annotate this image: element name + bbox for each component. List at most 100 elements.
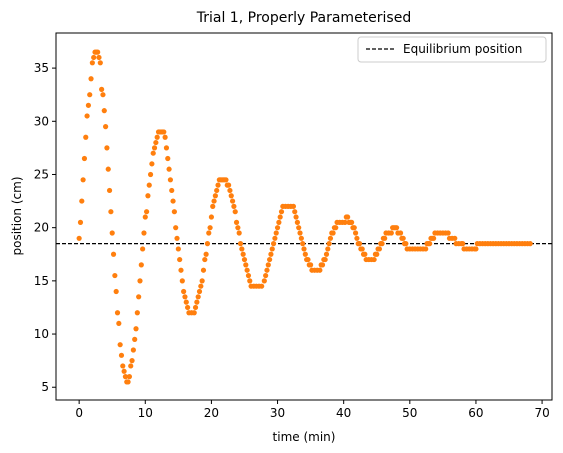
data-point xyxy=(239,246,245,252)
data-point xyxy=(118,352,125,358)
data-point xyxy=(99,86,105,92)
data-point xyxy=(140,246,146,252)
x-tick-label: 50 xyxy=(402,406,417,420)
data-point xyxy=(272,235,278,241)
data-point xyxy=(323,251,330,257)
plot-content xyxy=(56,49,552,385)
data-point xyxy=(319,262,326,268)
data-point xyxy=(296,225,302,231)
data-point xyxy=(141,230,147,236)
data-point xyxy=(292,209,298,215)
data-point xyxy=(191,310,197,316)
data-point xyxy=(112,272,118,279)
data-point xyxy=(270,241,277,247)
data-point xyxy=(77,219,84,225)
data-point xyxy=(223,177,229,183)
data-point xyxy=(297,230,303,236)
data-point xyxy=(80,177,86,183)
data-point xyxy=(245,272,252,279)
data-point xyxy=(122,374,129,380)
data-point xyxy=(393,225,400,231)
data-point xyxy=(175,246,181,252)
data-point xyxy=(136,294,142,300)
x-tick-label: 0 xyxy=(75,406,83,420)
data-point xyxy=(96,54,102,61)
data-point xyxy=(185,304,191,311)
data-point xyxy=(214,187,220,194)
data-point xyxy=(215,182,221,188)
data-point xyxy=(243,262,249,268)
data-point xyxy=(371,256,377,263)
data-point xyxy=(181,288,187,295)
data-point xyxy=(212,193,218,199)
data-point xyxy=(79,198,85,204)
data-point xyxy=(342,219,348,225)
data-point xyxy=(276,219,282,225)
data-point xyxy=(261,278,267,284)
data-point xyxy=(345,214,351,220)
data-point xyxy=(198,283,204,289)
y-tick-label: 20 xyxy=(34,221,49,235)
data-point xyxy=(76,235,82,241)
data-point xyxy=(330,230,336,236)
data-point xyxy=(233,219,240,225)
data-point xyxy=(210,203,216,209)
data-point xyxy=(109,230,115,236)
data-point xyxy=(308,262,314,268)
data-point xyxy=(264,267,270,273)
data-point xyxy=(325,246,331,252)
data-point xyxy=(162,134,168,140)
data-point xyxy=(163,145,170,151)
y-tick-label: 35 xyxy=(34,61,49,75)
data-point xyxy=(452,235,458,241)
data-point xyxy=(106,187,113,194)
data-point xyxy=(301,246,307,252)
data-point xyxy=(388,230,394,236)
data-point xyxy=(133,326,139,332)
plot-frame xyxy=(55,32,553,401)
data-point xyxy=(179,278,185,284)
data-point xyxy=(89,60,95,66)
data-point xyxy=(129,358,135,364)
data-point xyxy=(208,214,215,220)
data-point xyxy=(354,235,360,241)
data-point xyxy=(423,246,429,252)
data-point xyxy=(134,310,140,316)
data-point xyxy=(114,310,121,316)
data-point xyxy=(117,342,123,348)
data-point xyxy=(169,187,175,194)
data-point xyxy=(88,76,94,82)
data-point xyxy=(166,166,172,172)
data-point xyxy=(400,235,406,241)
data-point xyxy=(333,225,339,231)
data-point xyxy=(108,209,114,215)
data-point xyxy=(267,256,273,263)
data-point xyxy=(81,155,88,162)
data-point xyxy=(232,209,238,215)
data-point xyxy=(379,241,385,247)
data-point xyxy=(268,251,274,257)
x-tick-label: 70 xyxy=(534,406,549,420)
data-point xyxy=(161,129,167,135)
data-point xyxy=(229,198,236,204)
data-point xyxy=(374,251,380,257)
data-point xyxy=(376,246,382,252)
data-point xyxy=(147,171,154,178)
data-point xyxy=(236,230,242,236)
data-point xyxy=(130,347,136,353)
data-point xyxy=(128,363,134,369)
data-point xyxy=(110,251,117,257)
data-point xyxy=(146,182,152,188)
x-tick-label: 30 xyxy=(270,406,285,420)
chart-title: Trial 1, Properly Parameterised xyxy=(196,10,411,26)
y-axis-ticks: 5 10 15 20 25 30 35 xyxy=(34,61,56,394)
x-tick-label: 10 xyxy=(138,406,153,420)
data-point xyxy=(326,241,332,247)
data-point xyxy=(151,145,158,151)
data-point xyxy=(277,214,283,220)
data-point xyxy=(259,283,265,289)
data-point xyxy=(165,155,171,162)
data-point xyxy=(445,230,451,236)
data-point xyxy=(145,193,151,199)
